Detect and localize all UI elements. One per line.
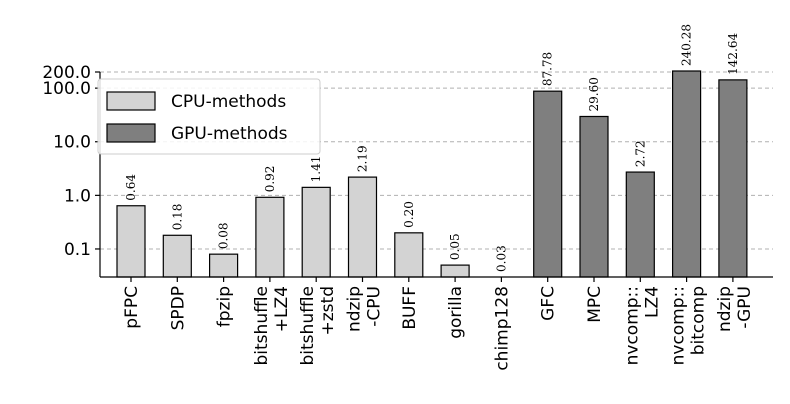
bar [301, 186, 331, 278]
bar [162, 234, 192, 278]
legend-swatch-gpu [106, 123, 156, 143]
x-tick-label: -GPU [735, 286, 755, 329]
bar [440, 264, 470, 278]
x-tick-label: nvcomp:: [669, 286, 689, 365]
data-label: 0.20 [402, 201, 416, 228]
bar [671, 70, 702, 278]
data-label: 0.92 [263, 166, 277, 193]
data-label: 87.78 [541, 52, 555, 86]
x-tick-labels: pFPC SPDP fpzip bitshuffle +LZ4 bitshuffle +zs… [122, 277, 755, 371]
data-label: 0.18 [170, 204, 184, 231]
legend: CPU-methods GPU-methods [97, 78, 321, 155]
x-tick-label: MPC [585, 286, 605, 323]
data-label: 2.72 [633, 140, 647, 167]
x-tick-label: BUFF [400, 286, 420, 330]
x-tick-label: +LZ4 [272, 286, 292, 332]
data-label: 142.64 [726, 33, 740, 75]
x-tick-label: ndzip [345, 286, 365, 332]
bar [394, 232, 424, 278]
data-label: 29.60 [587, 77, 601, 111]
data-label: 1.41 [309, 156, 323, 183]
x-tick-label: chimp128 [492, 286, 512, 371]
y-tick-label: 0.1 [64, 240, 91, 260]
x-tick-label: nvcomp:: [622, 286, 642, 365]
legend-swatch-cpu [106, 91, 156, 111]
x-tick-label: bitcomp [689, 286, 709, 355]
x-tick-label: SPDP [168, 286, 188, 330]
bar [347, 176, 378, 278]
bars [116, 70, 748, 278]
x-tick-label: bitshuffle [252, 286, 272, 365]
x-tick-label: -CPU [365, 286, 385, 327]
x-tick-label: LZ4 [642, 286, 662, 318]
bar [579, 115, 609, 278]
bar [625, 171, 655, 278]
data-labels: 0.64 0.18 0.08 0.92 1.41 2.19 0.20 0.05 0.03 87.7… [124, 24, 740, 272]
bar [255, 196, 285, 278]
x-tick-label: ndzip [715, 286, 735, 332]
bar [718, 79, 748, 278]
bar [209, 253, 239, 278]
bar [116, 205, 146, 278]
x-tick-label: gorilla [446, 286, 466, 339]
legend-label-gpu: GPU-methods [171, 124, 288, 144]
data-label: 0.08 [217, 222, 231, 249]
x-tick-label: fpzip [215, 286, 235, 327]
y-tick-label: 200.0 [42, 63, 91, 83]
x-tick-label: pFPC [122, 286, 142, 329]
data-label: 2.19 [356, 145, 370, 172]
x-tick-label: +zstd [318, 286, 338, 335]
data-label: 0.05 [448, 233, 462, 260]
x-tick-label: GFC [539, 286, 559, 321]
data-label: 0.03 [494, 245, 508, 272]
y-tick-label: 100.0 [42, 79, 91, 99]
y-tick-label: 10.0 [53, 133, 91, 153]
data-label: 0.64 [124, 174, 138, 201]
data-label: 240.28 [680, 24, 694, 66]
legend-label-cpu: CPU-methods [171, 92, 286, 112]
y-tick-label: 1.0 [64, 186, 91, 206]
bar [533, 90, 563, 278]
x-tick-label: bitshuffle [298, 286, 318, 365]
